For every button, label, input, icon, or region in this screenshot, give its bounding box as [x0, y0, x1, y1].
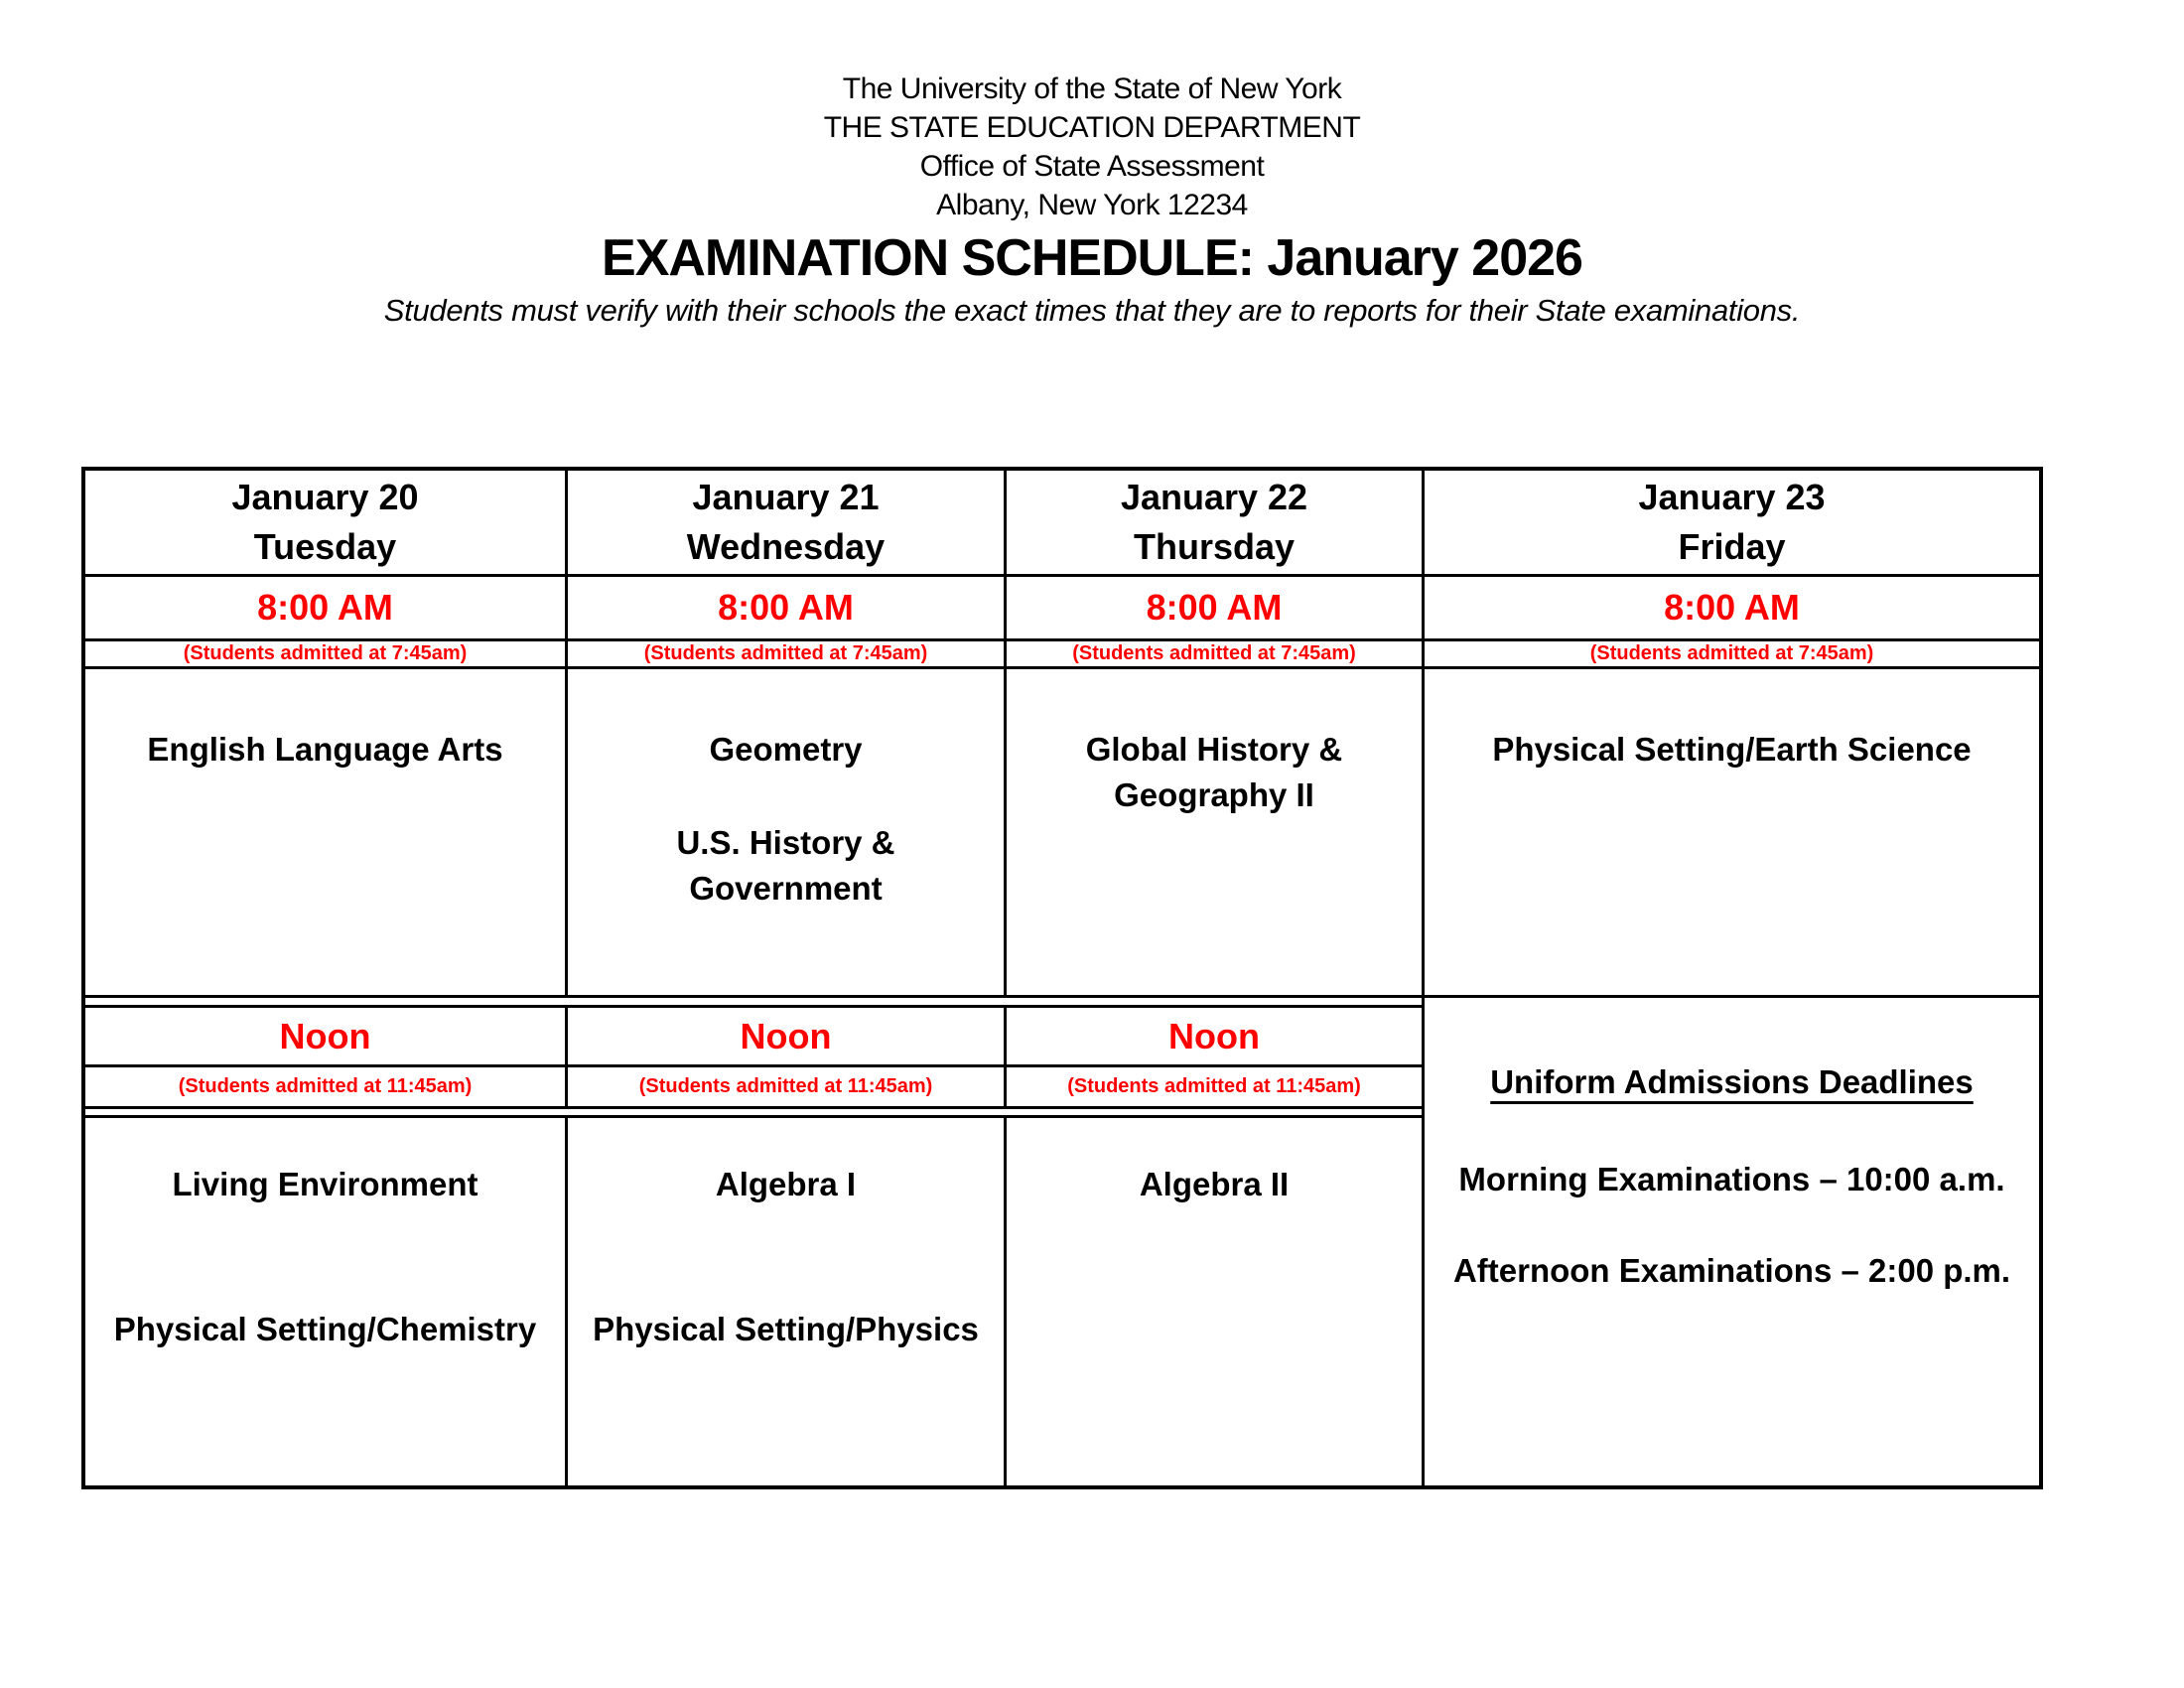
- exam-name: Physical Setting/Physics: [593, 1311, 979, 1347]
- exam-schedule-table: January 20 Tuesday January 21 Wednesday …: [81, 467, 2043, 1489]
- noon-admit-jan22: (Students admitted at 11:45am): [1004, 1064, 1422, 1109]
- morning-time-jan21: 8:00 AM: [565, 574, 1004, 638]
- exam-name: Geometry: [709, 731, 863, 768]
- weekday-text: Thursday: [1133, 526, 1296, 567]
- date-text: January 21: [692, 477, 880, 517]
- morning-admit-jan23: (Students admitted at 7:45am): [1422, 638, 2039, 666]
- letterhead-line-university: The University of the State of New York: [842, 72, 1342, 105]
- afternoon-exams-jan21: Algebra I Physical Setting/Physics: [565, 1115, 1004, 1485]
- weekday-text: Tuesday: [253, 526, 397, 567]
- exam-name: English Language Arts: [147, 731, 503, 768]
- exam-name: Algebra II: [1139, 1166, 1290, 1202]
- weekday-text: Friday: [1678, 526, 1786, 567]
- weekday-text: Wednesday: [686, 526, 886, 567]
- morning-admit-jan20: (Students admitted at 7:45am): [85, 638, 565, 666]
- deadline-line-morning: Morning Examinations – 10:00 a.m.: [1458, 1161, 2005, 1197]
- exam-name: Physical Setting/Earth Science: [1492, 731, 1972, 768]
- noon-admit-jan20: (Students admitted at 11:45am): [85, 1064, 565, 1109]
- uniform-deadlines-cell: Uniform Admissions Deadlines Morning Exa…: [1422, 998, 2039, 1485]
- letterhead-line-office: Office of State Assessment: [919, 150, 1265, 183]
- day-header-jan23: January 23 Friday: [1422, 471, 2039, 574]
- morning-exams-jan23: Physical Setting/Earth Science: [1422, 666, 2039, 998]
- date-text: January 20: [231, 477, 419, 517]
- exam-name: U.S. History & Government: [676, 824, 895, 907]
- day-header-jan21: January 21 Wednesday: [565, 471, 1004, 574]
- afternoon-exams-jan20: Living Environment Physical Setting/Chem…: [85, 1115, 565, 1485]
- noon-time-jan20: Noon: [85, 1005, 565, 1064]
- letterhead-line-department: THE STATE EDUCATION DEPARTMENT: [823, 111, 1361, 144]
- morning-exams-jan20: English Language Arts: [85, 666, 565, 998]
- afternoon-exams-jan22: Algebra II: [1004, 1115, 1422, 1485]
- exam-name: Physical Setting/Chemistry: [113, 1311, 537, 1347]
- exam-name: Global History & Geography II: [1085, 731, 1343, 813]
- morning-exams-jan22: Global History & Geography II: [1004, 666, 1422, 998]
- noon-admit-jan21: (Students admitted at 11:45am): [565, 1064, 1004, 1109]
- page-title: EXAMINATION SCHEDULE: January 2026: [602, 229, 1583, 287]
- letterhead-line-address: Albany, New York 12234: [936, 189, 1248, 221]
- letterhead: The University of the State of New York …: [0, 70, 2184, 224]
- morning-time-jan22: 8:00 AM: [1004, 574, 1422, 638]
- exam-name: Living Environment: [172, 1166, 478, 1202]
- noon-time-jan21: Noon: [565, 1005, 1004, 1064]
- day-header-jan20: January 20 Tuesday: [85, 471, 565, 574]
- morning-time-jan23: 8:00 AM: [1422, 574, 2039, 638]
- deadline-line-afternoon: Afternoon Examinations – 2:00 p.m.: [1452, 1252, 2011, 1289]
- noon-time-jan22: Noon: [1004, 1005, 1422, 1064]
- date-text: January 23: [1638, 477, 1826, 517]
- uniform-deadlines-heading: Uniform Admissions Deadlines: [1490, 1063, 1974, 1100]
- page-subtitle: Students must verify with their schools …: [383, 293, 1801, 328]
- exam-name: Algebra I: [715, 1166, 857, 1202]
- morning-admit-jan21: (Students admitted at 7:45am): [565, 638, 1004, 666]
- morning-exams-jan21: Geometry U.S. History & Government: [565, 666, 1004, 998]
- day-header-jan22: January 22 Thursday: [1004, 471, 1422, 574]
- morning-admit-jan22: (Students admitted at 7:45am): [1004, 638, 1422, 666]
- morning-time-jan20: 8:00 AM: [85, 574, 565, 638]
- date-text: January 22: [1120, 477, 1308, 517]
